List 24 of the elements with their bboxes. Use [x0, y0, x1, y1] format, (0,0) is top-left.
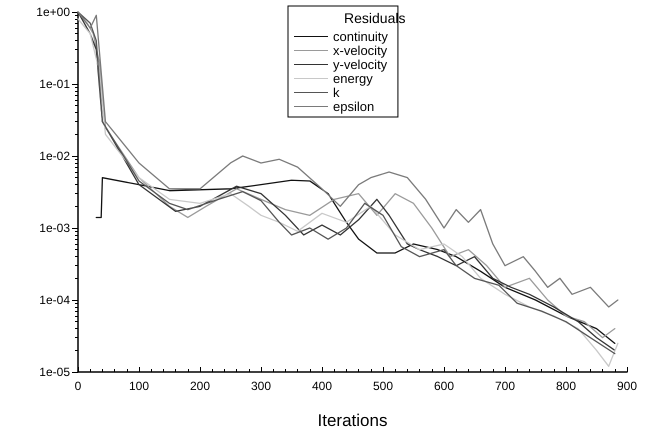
legend-label: y-velocity	[333, 57, 388, 72]
y-tick-label: 1e-05	[39, 365, 70, 379]
x-tick-label: 0	[74, 379, 82, 393]
legend-label: epsilon	[333, 99, 374, 114]
y-tick-label: 1e-03	[39, 221, 70, 235]
y-tick-label: 1e-02	[39, 149, 70, 163]
x-tick-label: 800	[556, 379, 576, 393]
y-tick-label: 1e+00	[36, 5, 70, 19]
x-tick-label: 400	[312, 379, 332, 393]
x-tick-label: 600	[434, 379, 454, 393]
x-tick-label: 100	[128, 379, 150, 393]
x-tick-label: 500	[372, 379, 394, 393]
y-tick-label: 1e-01	[39, 77, 70, 91]
y-tick-label: 1e-04	[39, 293, 70, 307]
x-tick-label: 300	[250, 379, 272, 393]
legend-label: energy	[333, 71, 374, 86]
legend-label: x-velocity	[333, 43, 388, 58]
x-tick-label: 700	[494, 379, 516, 393]
legend-label: continuity	[333, 29, 388, 44]
legend-label: k	[333, 85, 340, 100]
x-tick-label: 200	[190, 379, 210, 393]
x-axis-title: Iterations	[318, 411, 388, 430]
x-tick-label: 900	[616, 379, 638, 393]
line-series	[96, 177, 616, 344]
